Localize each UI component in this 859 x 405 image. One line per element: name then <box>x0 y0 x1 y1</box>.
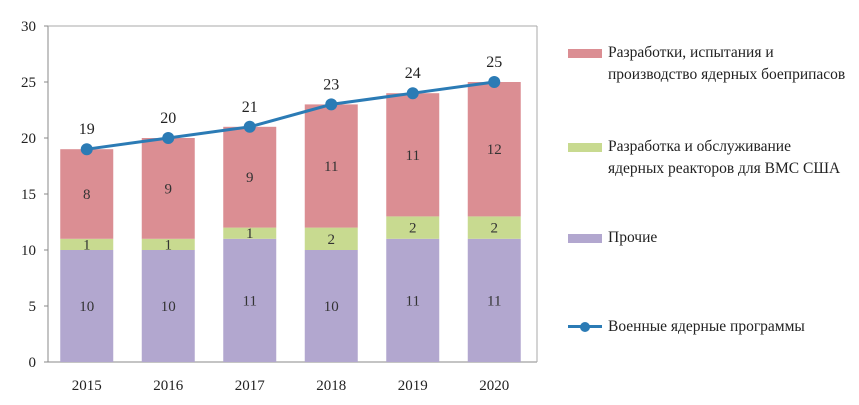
bar-segment <box>467 238 521 362</box>
y-tick-label: 0 <box>29 355 37 371</box>
bar-segment <box>223 238 277 362</box>
bar-data-label: 11 <box>406 293 420 309</box>
bar-data-label: 8 <box>83 187 91 203</box>
y-tick-label: 10 <box>21 243 36 259</box>
bar-data-label: 11 <box>243 293 257 309</box>
x-tick-label: 2015 <box>72 378 102 394</box>
line-data-label: 23 <box>323 76 339 93</box>
bar-segment <box>141 138 195 239</box>
legend-item-reactors: Разработка и обслуживание ядерных реакто… <box>568 136 848 180</box>
bar-segment <box>141 238 195 250</box>
bar-data-label: 10 <box>161 299 176 315</box>
bar-segment <box>223 227 277 239</box>
bar-segment <box>386 93 440 217</box>
legend-swatch-weapons <box>568 49 602 58</box>
line-point <box>162 132 175 144</box>
x-tick-label: 2016 <box>153 378 184 394</box>
bar-segment <box>304 250 358 362</box>
y-tick-label: 30 <box>21 19 36 35</box>
legend-label-reactors: Разработка и обслуживание ядерных реакто… <box>608 138 841 177</box>
bar-segment <box>386 238 440 362</box>
bar-data-label: 1 <box>165 237 173 253</box>
bar-segment <box>223 126 277 228</box>
line-point <box>488 76 501 88</box>
line-point <box>406 87 419 100</box>
y-tick-label: 20 <box>21 131 36 147</box>
line-point <box>80 143 93 156</box>
bar-segment <box>386 216 440 239</box>
bar-segment <box>141 250 195 362</box>
bar-data-label: 1 <box>246 226 254 242</box>
bar-data-label: 2 <box>409 221 417 237</box>
line-series <box>86 80 495 151</box>
x-tick-label: 2020 <box>479 378 509 394</box>
bar-segment <box>467 82 521 217</box>
bar-data-label: 9 <box>165 181 173 197</box>
line-data-label: 19 <box>79 121 95 138</box>
legend-swatch-other <box>568 234 602 243</box>
bar-data-label: 9 <box>246 170 254 186</box>
y-tick-label: 25 <box>21 75 36 91</box>
line-data-label: 24 <box>405 65 421 82</box>
bar-segment <box>304 227 358 250</box>
bar-segment <box>467 216 521 239</box>
line-data-label: 20 <box>160 110 176 127</box>
bar-segment <box>304 104 358 228</box>
bar-data-label: 11 <box>406 148 420 164</box>
bar-data-label: 10 <box>79 299 94 315</box>
bar-segment <box>60 238 114 250</box>
line-point <box>325 98 338 111</box>
y-tick-label: 5 <box>29 299 37 315</box>
legend-label-other: Прочие <box>608 229 658 246</box>
bar-data-label: 12 <box>487 142 502 158</box>
bar-segment <box>60 250 114 362</box>
legend-label-weapons: Разработки, испытания и производство яде… <box>608 44 846 83</box>
line-data-label: 25 <box>486 54 502 71</box>
bar-data-label: 11 <box>324 159 338 175</box>
legend-swatch-reactors <box>568 143 602 152</box>
bar-data-label: 2 <box>328 232 336 248</box>
legend-item-other: Прочие <box>568 227 848 249</box>
y-tick-label: 15 <box>21 187 36 203</box>
bar-data-label: 11 <box>487 293 501 309</box>
x-tick-label: 2019 <box>398 378 428 394</box>
line-point <box>243 120 256 133</box>
line-data-label: 21 <box>242 99 258 116</box>
bar-data-label: 1 <box>83 237 91 253</box>
legend-swatch-line <box>568 321 602 333</box>
legend-label-line: Военные ядерные программы <box>608 318 805 335</box>
bar-segment <box>60 149 114 239</box>
legend-item-weapons: Разработки, испытания и производство яде… <box>568 42 848 86</box>
x-tick-label: 2018 <box>316 378 346 394</box>
bar-data-label: 10 <box>324 299 339 315</box>
bar-data-label: 2 <box>491 221 499 237</box>
legend-item-total-line: Военные ядерные программы <box>568 316 859 338</box>
x-tick-label: 2017 <box>235 378 266 394</box>
